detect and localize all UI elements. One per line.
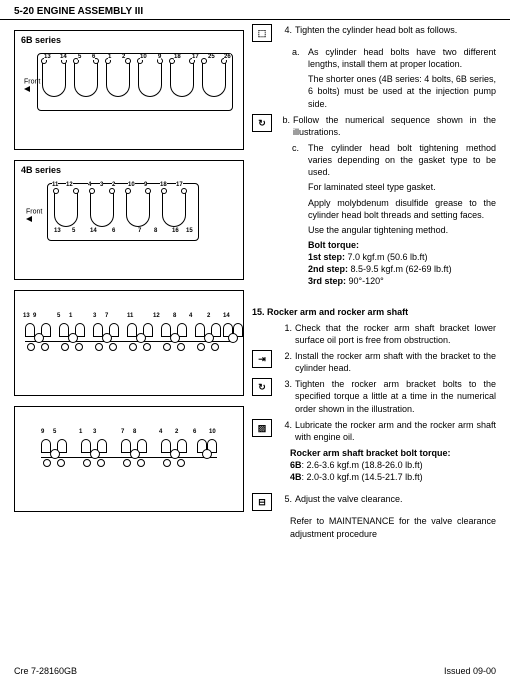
- front-label: Front: [26, 209, 42, 216]
- footer-right: Issued 09-00: [444, 666, 496, 676]
- para: Use the angular tightening method.: [308, 224, 496, 236]
- figure-rocker-6: 139 51 37 1112 84 214: [14, 290, 244, 396]
- step-text: Tighten the cylinder head bolt as follow…: [295, 24, 496, 36]
- section-15-heading: 15. Rocker arm and rocker arm shaft: [252, 306, 496, 318]
- figure-rocker-4: 95 13 78 42 610: [14, 406, 244, 512]
- step-15-1: 1. Check that the rocker arm shaft brack…: [252, 322, 496, 346]
- footer-left: Cre 7-28160GB: [14, 666, 77, 676]
- bolt-torque: Bolt torque: 1st step: 7.0 kgf.m (50.6 l…: [308, 239, 496, 288]
- text-column: ⬚ 4. Tighten the cylinder head bolt as f…: [252, 20, 496, 543]
- figure-6b: 6B series Front 1314 56 12 109 1817 2526: [14, 30, 244, 150]
- seq-icon: ⇥: [252, 350, 272, 368]
- oil-icon: ▨: [252, 419, 272, 437]
- figure-column: 6B series Front 1314 56 12 109 1817 2526: [14, 20, 252, 543]
- fig-label-4b: 4B series: [21, 165, 61, 175]
- torque-icon: ↻: [252, 114, 272, 132]
- page-footer: Cre 7-28160GB Issued 09-00: [0, 662, 510, 684]
- para: Apply molybdenum disulfide grease to the…: [308, 197, 496, 221]
- step-15-2: ⇥ 2. Install the rocker arm shaft with t…: [252, 350, 496, 374]
- rocker-torque: Rocker arm shaft bracket bolt torque: 6B…: [290, 447, 496, 483]
- wrench-icon: ⬚: [252, 24, 272, 42]
- gauge-icon: ⊟: [252, 493, 272, 511]
- substep-c: c. The cylinder head bolt tightening met…: [292, 142, 496, 178]
- para: For laminated steel type gasket.: [308, 181, 496, 193]
- step-15-3: ↻ 3. Tighten the rocker arm bracket bolt…: [252, 378, 496, 414]
- page-header: 5-20 ENGINE ASSEMBLY III: [0, 0, 510, 20]
- torque-icon: ↻: [252, 378, 272, 396]
- front-arrow-icon: [24, 86, 30, 92]
- step-4: ⬚ 4. Tighten the cylinder head bolt as f…: [252, 24, 496, 42]
- para: Refer to MAINTENANCE for the valve clear…: [290, 515, 496, 539]
- engine-diagram-4b: Front 1112 43 210 918 17 135 146 78 1615: [47, 183, 199, 241]
- step-15-5: ⊟ 5. Adjust the valve clearance.: [252, 493, 496, 511]
- substep-b: ↻ b. Follow the numerical sequence shown…: [252, 114, 496, 138]
- step-15-4: ▨ 4. Lubricate the rocker arm and the ro…: [252, 419, 496, 443]
- step-num: 4.: [274, 24, 295, 36]
- para: The shorter ones (4B series: 4 bolts, 6B…: [308, 73, 496, 109]
- engine-diagram-6b: Front 1314 56 12 109 1817 2526: [37, 53, 233, 111]
- front-arrow-icon: [26, 216, 32, 222]
- substep-a: a. As cylinder head bolts have two diffe…: [292, 46, 496, 70]
- figure-4b: 4B series Front 1112 43 210 918 17 135 1…: [14, 160, 244, 280]
- fig-label-6b: 6B series: [21, 35, 61, 45]
